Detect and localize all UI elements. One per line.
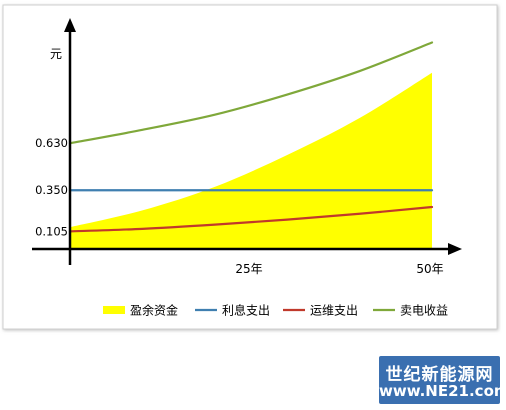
watermark-name: 世纪新能源网: [385, 365, 494, 385]
y-tick-label-2: 0.350: [35, 183, 68, 197]
y-tick-label-3: 0.105: [35, 224, 68, 238]
y-axis-title: 元: [50, 47, 62, 61]
watermark-url: www.NE21.com: [379, 382, 506, 400]
watermark-logo: 世纪新能源网 www.NE21.com: [379, 356, 506, 404]
y-axis-arrow: [64, 18, 76, 32]
legend-label-3: 运维支出: [310, 304, 358, 318]
y-tick-label-1: 0.630: [35, 136, 68, 150]
legend-swatch-1: [103, 306, 125, 314]
plot-layer: [68, 41, 434, 249]
series-1-area: [70, 72, 432, 249]
axis-layer: [32, 18, 462, 265]
legend-label-4: 卖电收益: [400, 304, 448, 318]
series-3-line: [68, 205, 434, 233]
series-4-line: [68, 41, 434, 145]
legend-label-1: 盈余资金: [130, 303, 178, 318]
x-axis-arrow: [448, 243, 462, 255]
x-tick-label-2: 50年: [416, 262, 443, 276]
label-layer: 元 0.630 0.350 0.105 25年 50年: [35, 47, 444, 276]
x-tick-label-1: 25年: [235, 262, 262, 276]
legend-label-2: 利息支出: [222, 303, 270, 318]
legend: 盈余资金 利息支出 运维支出 卖电收益: [103, 303, 448, 318]
